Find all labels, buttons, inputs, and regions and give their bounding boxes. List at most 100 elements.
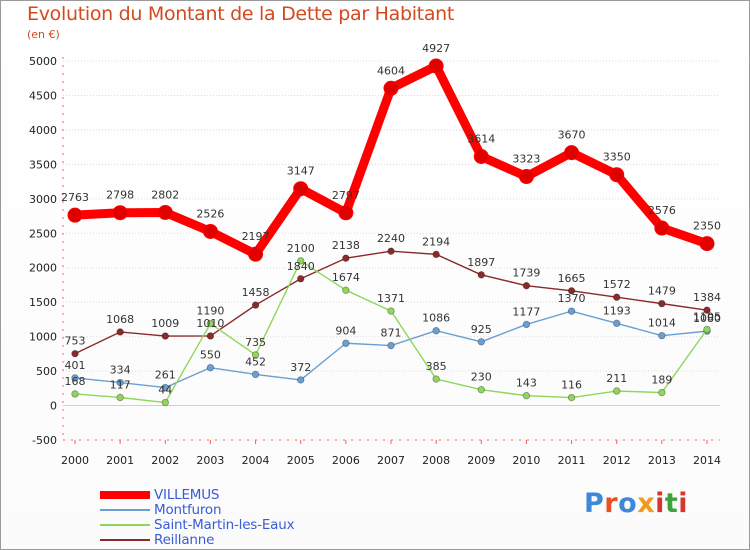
data-label-montfuron: 261 <box>155 369 176 382</box>
x-tick-label: 2002 <box>151 454 179 467</box>
legend-item-reillanne: Reillanne <box>100 532 360 548</box>
x-tick-label: 2007 <box>377 454 405 467</box>
data-label-montfuron: 1086 <box>422 312 450 325</box>
point-reillanne <box>613 293 621 301</box>
point-saint-martin-les-eaux <box>297 257 305 265</box>
data-label-montfuron: 904 <box>335 324 356 337</box>
point-montfuron <box>477 338 485 346</box>
data-label-reillanne: 2138 <box>332 239 360 252</box>
data-label-saint-martin-les-eaux: 230 <box>471 371 492 384</box>
point-saint-martin-les-eaux <box>432 375 440 383</box>
data-label-saint-martin-les-eaux: 1105 <box>693 310 721 323</box>
data-label-montfuron: 334 <box>110 364 131 377</box>
data-label-villemus: 2802 <box>151 188 179 201</box>
data-label-saint-martin-les-eaux: 189 <box>651 374 672 387</box>
x-tick-label: 2005 <box>287 454 315 467</box>
point-montfuron <box>116 378 124 387</box>
point-saint-martin-les-eaux <box>251 351 260 359</box>
point-montfuron <box>432 327 440 335</box>
point-reillanne <box>387 247 395 255</box>
point-montfuron <box>161 383 169 392</box>
point-montfuron <box>251 370 260 379</box>
point-villemus <box>699 236 715 252</box>
legend-swatch-villemus <box>100 491 150 499</box>
y-tick-label: 0 <box>50 400 57 413</box>
legend-item-saint-martin: Saint-Martin-les-Eaux <box>100 517 360 533</box>
data-label-montfuron: 401 <box>65 359 86 372</box>
point-saint-martin-les-eaux <box>161 398 169 407</box>
y-tick-label: 1000 <box>29 331 57 344</box>
point-reillanne <box>567 287 576 295</box>
point-villemus <box>67 207 83 223</box>
data-label-reillanne: 1897 <box>467 256 495 269</box>
point-reillanne <box>251 301 260 309</box>
legend-label-montfuron: Montfuron <box>154 502 222 518</box>
data-label-reillanne: 1665 <box>558 272 586 285</box>
x-tick-label: 2011 <box>558 454 586 467</box>
point-reillanne <box>703 306 711 314</box>
data-label-reillanne: 1384 <box>693 291 721 304</box>
point-montfuron <box>342 339 350 347</box>
point-villemus <box>564 145 580 161</box>
x-tick-label: 2001 <box>106 454 134 467</box>
x-tick-label: 2013 <box>648 454 676 467</box>
x-tick-label: 2010 <box>512 454 540 467</box>
point-montfuron <box>387 341 395 350</box>
point-villemus <box>248 246 264 262</box>
data-label-saint-martin-les-eaux: 168 <box>65 375 86 388</box>
x-tick-label: 2009 <box>467 454 495 467</box>
point-saint-martin-les-eaux <box>342 286 350 294</box>
point-reillanne <box>297 275 305 283</box>
data-label-montfuron: 452 <box>245 355 266 368</box>
data-label-saint-martin-les-eaux: 116 <box>561 379 582 392</box>
point-saint-martin-les-eaux <box>703 325 711 334</box>
data-label-villemus: 3147 <box>287 165 315 178</box>
x-tick-label: 2003 <box>196 454 224 467</box>
logo-letter-r: r <box>604 488 619 519</box>
point-reillanne <box>522 282 531 290</box>
y-tick-label: -500 <box>32 434 57 447</box>
data-label-villemus: 3614 <box>467 133 495 146</box>
logo-letter-t: t <box>664 488 679 519</box>
legend-label-villemus: VILLEMUS <box>154 487 220 503</box>
data-label-montfuron: 1370 <box>558 292 586 305</box>
point-montfuron <box>522 320 531 329</box>
point-reillanne <box>71 349 79 358</box>
legend-label-saint-martin: Saint-Martin-les-Eaux <box>154 517 295 533</box>
point-saint-martin-les-eaux <box>71 390 79 398</box>
y-tick-label: 3500 <box>29 158 57 171</box>
chart-subtitle: (en €) <box>27 28 60 41</box>
x-tick-label: 2014 <box>693 454 721 467</box>
point-villemus <box>202 223 218 239</box>
chart-title: Evolution du Montant de la Dette par Hab… <box>27 3 455 25</box>
point-saint-martin-les-eaux <box>116 393 124 402</box>
point-montfuron <box>206 363 215 372</box>
data-label-montfuron: 1014 <box>648 317 676 330</box>
data-label-saint-martin-les-eaux: 1674 <box>332 271 360 284</box>
point-saint-martin-les-eaux <box>613 387 621 395</box>
y-tick-label: 3000 <box>29 193 57 206</box>
point-montfuron <box>297 376 305 384</box>
point-villemus <box>338 205 354 221</box>
data-label-reillanne: 1009 <box>151 317 179 330</box>
chart-legend: VILLEMUS Montfuron Saint-Martin-les-Eaux… <box>100 487 360 548</box>
data-label-saint-martin-les-eaux: 44 <box>158 384 172 397</box>
logo-letter-o: o <box>618 488 638 519</box>
data-label-villemus: 3350 <box>603 151 631 164</box>
data-label-villemus: 2763 <box>61 191 89 204</box>
point-villemus <box>518 169 534 185</box>
data-label-villemus: 4927 <box>422 42 450 55</box>
proxiti-logo: Proxiti <box>584 488 688 519</box>
x-tick-label: 2006 <box>332 454 360 467</box>
data-label-reillanne: 1010 <box>196 317 224 330</box>
x-tick-label: 2008 <box>422 454 450 467</box>
data-label-reillanne: 1068 <box>106 313 134 326</box>
point-reillanne <box>206 332 215 340</box>
data-label-reillanne: 753 <box>65 335 86 348</box>
point-montfuron <box>658 331 666 340</box>
point-villemus <box>473 149 489 165</box>
y-tick-label: 1500 <box>29 296 57 309</box>
point-villemus <box>609 167 625 183</box>
point-reillanne <box>342 254 350 262</box>
data-label-villemus: 2197 <box>242 230 270 243</box>
